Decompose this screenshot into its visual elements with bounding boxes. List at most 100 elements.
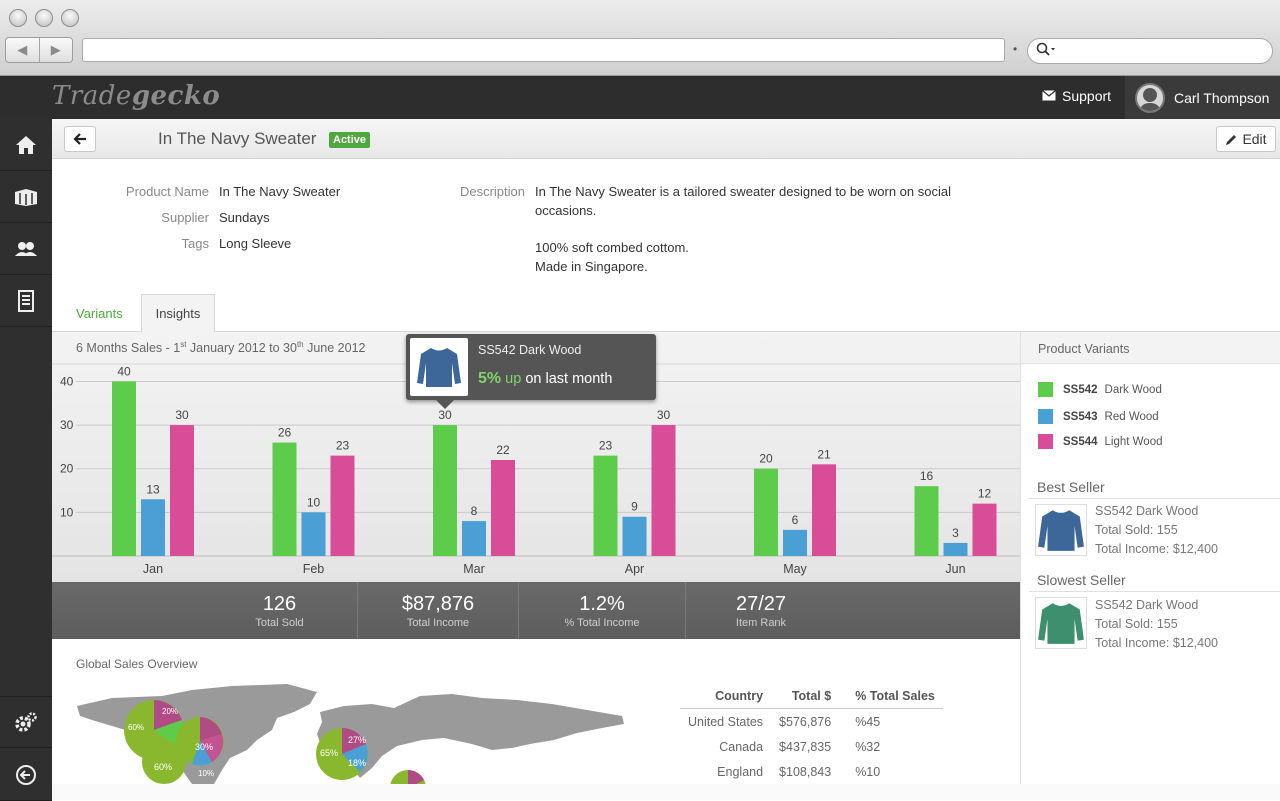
x-tick-label: Mar	[463, 562, 485, 576]
legend-item[interactable]: SS544 Light Wood	[1038, 434, 1163, 449]
chart-subtitle: 6 Months Sales - 1st January 2012 to 30t…	[76, 340, 366, 356]
window-minimize-button[interactable]	[35, 9, 53, 27]
footer-strip	[52, 784, 1280, 800]
data-label: 26	[278, 426, 292, 440]
data-label: 9	[631, 500, 638, 514]
table-row: United States $576,876 %45	[688, 715, 881, 730]
status-badge: Active	[329, 132, 371, 148]
envelope-icon	[1042, 88, 1056, 104]
support-label: Support	[1062, 88, 1112, 104]
data-label: 30	[438, 408, 452, 422]
browser-forward-button[interactable]: ▶	[50, 42, 61, 57]
data-label: 23	[336, 439, 350, 453]
x-tick-label: Feb	[303, 562, 325, 576]
back-button[interactable]	[64, 126, 96, 152]
divider	[1029, 591, 1280, 592]
url-bar[interactable]	[82, 38, 1005, 62]
slowest-seller-title: Slowest Seller	[1037, 572, 1126, 588]
page-title: In The Navy Sweater	[158, 129, 317, 148]
chart-tooltip: SS542 Dark Wood 5% up on last month	[406, 334, 656, 409]
browser-back-button[interactable]: ◀	[6, 38, 40, 62]
stats-bar: 126 Total Sold $87,876 Total Income 1.2%% …	[52, 582, 1020, 639]
description-line: 100% soft combed cottom.	[535, 240, 689, 255]
table-row: England $108,843 %10	[717, 765, 881, 779]
data-label: 10	[307, 495, 321, 509]
description-line: In The Navy Sweater is a tailored sweate…	[535, 184, 951, 199]
browser-search-input[interactable]	[1027, 38, 1273, 64]
bar	[330, 455, 355, 556]
legend-item[interactable]: SS543 Red Wood	[1038, 409, 1159, 424]
global-sales-title: Global Sales Overview	[76, 657, 198, 671]
product-variants-panel: Product Variants SS542 Dark Wood SS543 Red…	[1020, 332, 1280, 784]
user-menu[interactable]: Carl Thompson	[1125, 76, 1280, 119]
product-tabs: Variants Insights	[52, 294, 1280, 333]
bar	[754, 468, 778, 556]
bar	[651, 425, 676, 556]
browser-chrome: ◀ ▶ •	[0, 0, 1280, 76]
bar	[112, 381, 136, 556]
bar	[462, 521, 486, 556]
bar	[972, 503, 997, 556]
best-seller-title: Best Seller	[1037, 479, 1105, 495]
field-label-description: Description	[459, 184, 525, 199]
data-label: 20	[759, 452, 773, 466]
sidebar-item-logout[interactable]	[0, 749, 52, 801]
stat-item-rank: 27/27 Item Rank	[735, 593, 787, 629]
sales-chart: 10 20 30 40 40 13 30 Jan 26 10 23 Feb 30 8 22 Mar 23 9 30 A…	[52, 363, 1020, 576]
window-zoom-button[interactable]	[61, 9, 79, 27]
pencil-icon	[1226, 134, 1237, 145]
bar	[812, 464, 836, 556]
logout-icon	[16, 764, 36, 785]
url-bar-dot-icon: •	[1013, 42, 1018, 56]
tooltip-change: 5% up on last month	[478, 370, 613, 387]
sidebar-item-settings[interactable]	[0, 696, 52, 748]
divider	[1029, 498, 1280, 499]
data-label: 30	[175, 408, 189, 422]
pie-label: 60%	[154, 762, 172, 772]
x-tick-label: May	[783, 562, 807, 576]
pie-label: 20%	[162, 707, 178, 716]
bar	[783, 529, 807, 556]
description-line: occasions.	[535, 203, 597, 218]
world-map: 60% 20% 30% 10% 60% 65% 27% 18%	[77, 684, 624, 784]
best-seller-image[interactable]	[1035, 504, 1087, 556]
sidebar-item-inventory[interactable]	[0, 171, 52, 223]
sidebar-item-home[interactable]	[0, 119, 52, 171]
edit-button[interactable]: Edit	[1216, 126, 1276, 152]
table-header[interactable]: Total $	[771, 687, 840, 709]
product-title-bar: In The Navy Sweater Active Edit	[52, 119, 1280, 159]
y-tick-label: 40	[60, 374, 74, 388]
data-label: 21	[817, 447, 831, 461]
data-label: 22	[496, 443, 510, 457]
y-tick-label: 20	[60, 462, 74, 476]
stat-percent-income: 1.2%% Total Income	[519, 582, 686, 639]
pie-chart-north-america: 60% 20% 30% 10% 60%	[124, 700, 224, 784]
stat-total-income: $87,876 Total Income	[358, 582, 519, 639]
table-header[interactable]: Country	[680, 687, 772, 709]
data-label: 12	[978, 487, 992, 501]
pie-label: 27%	[348, 735, 366, 745]
tooltip-product: SS542 Dark Wood	[478, 343, 582, 357]
sidebar-item-contacts[interactable]	[0, 223, 52, 275]
table-header[interactable]: % Total Sales	[839, 687, 943, 709]
support-link[interactable]: Support	[1042, 88, 1111, 104]
field-label-product-name: Product Name	[125, 184, 209, 199]
pie-label: 65%	[320, 748, 338, 758]
slowest-seller-image[interactable]	[1035, 597, 1087, 649]
app-logo[interactable]: Tradegecko	[52, 81, 221, 111]
tab-insights[interactable]: Insights	[141, 294, 215, 333]
legend-item[interactable]: SS542 Dark Wood	[1038, 382, 1162, 397]
search-icon	[1036, 42, 1056, 61]
bar	[491, 460, 515, 556]
field-value-tags: Long Sleeve	[219, 236, 292, 251]
data-label: 3	[952, 526, 959, 540]
tab-variants[interactable]: Variants	[76, 305, 123, 321]
bar	[622, 516, 647, 556]
x-tick-label: Jun	[945, 562, 965, 576]
data-label: 6	[792, 513, 799, 527]
bar	[914, 486, 939, 556]
home-icon	[16, 135, 36, 154]
window-close-button[interactable]	[9, 9, 27, 27]
bar	[141, 499, 165, 556]
sidebar-item-orders[interactable]	[0, 275, 52, 327]
